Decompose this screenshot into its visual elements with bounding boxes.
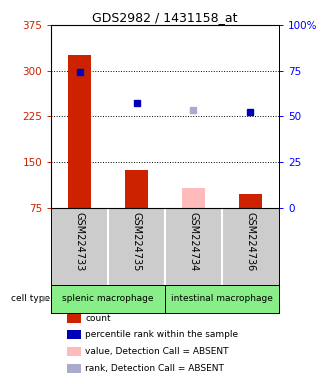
Text: value, Detection Call = ABSENT: value, Detection Call = ABSENT [85,347,229,356]
Text: rank, Detection Call = ABSENT: rank, Detection Call = ABSENT [85,364,224,373]
Text: percentile rank within the sample: percentile rank within the sample [85,330,239,339]
Bar [67,330,81,339]
Text: GSM224736: GSM224736 [246,212,255,271]
Bar [68,55,91,208]
Text: GSM224734: GSM224734 [188,212,198,271]
Bar [182,188,205,208]
Text: count: count [85,314,111,323]
Bar [125,170,148,208]
Bar [239,194,262,208]
Bar [165,285,279,313]
Bar [51,285,165,313]
Text: GSM224735: GSM224735 [132,212,142,271]
Title: GDS2982 / 1431158_at: GDS2982 / 1431158_at [92,11,238,24]
Bar [67,347,81,356]
Bar [67,314,81,323]
Text: splenic macrophage: splenic macrophage [62,294,154,303]
Text: intestinal macrophage: intestinal macrophage [171,294,273,303]
Bar [67,364,81,373]
Text: GSM224733: GSM224733 [75,212,84,271]
Text: cell type: cell type [11,294,50,303]
